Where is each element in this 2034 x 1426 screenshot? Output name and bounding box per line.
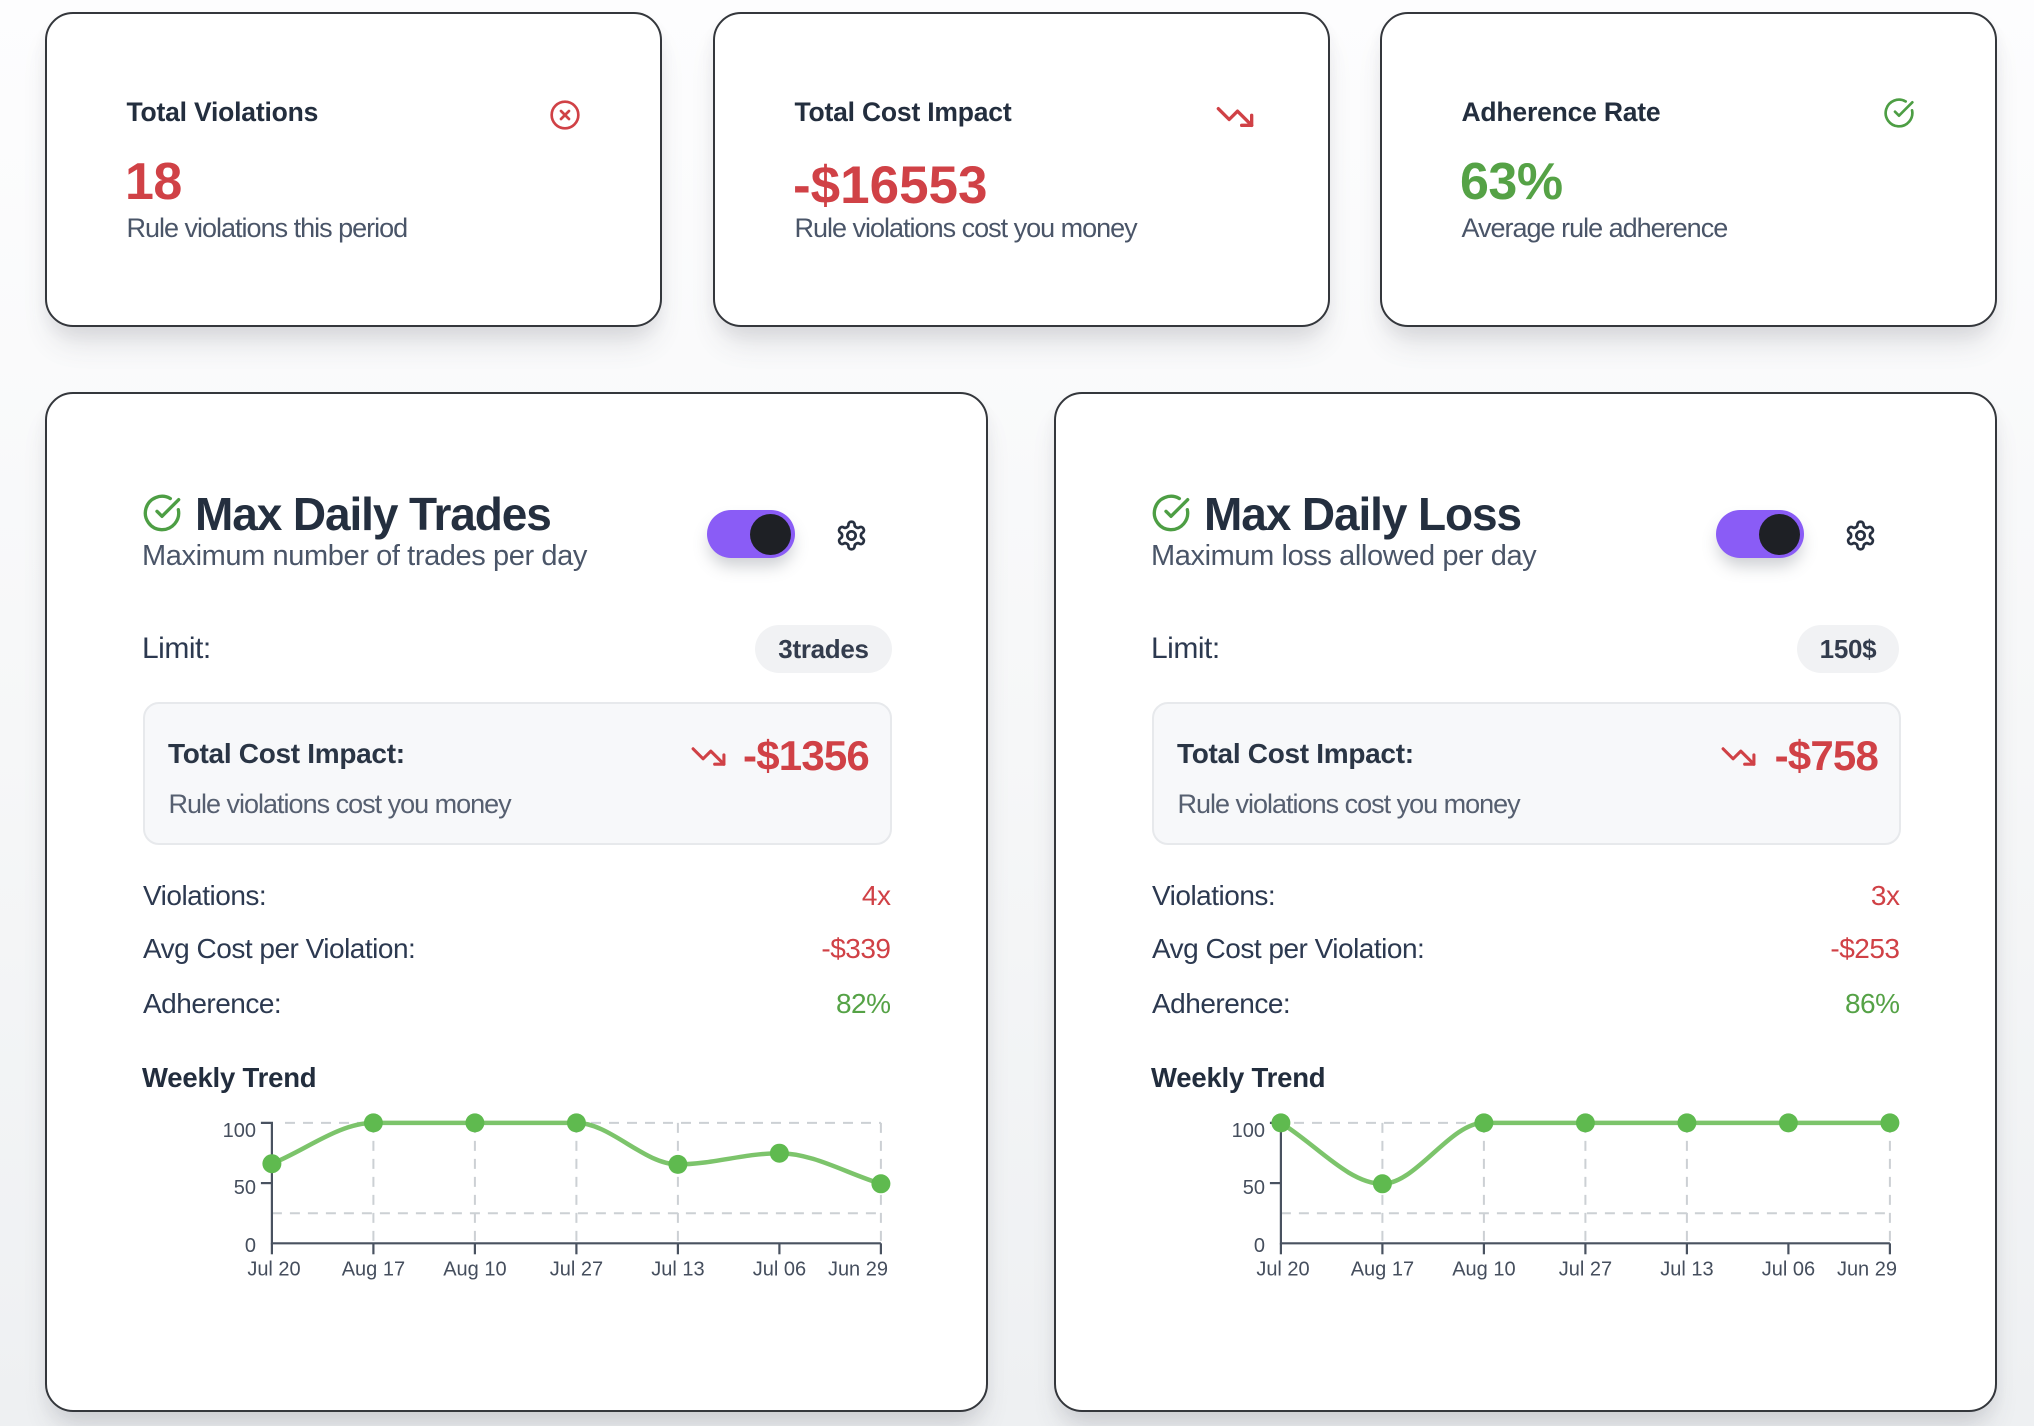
svg-text:Aug 10: Aug 10 (443, 1259, 506, 1281)
svg-text:Aug 10: Aug 10 (1452, 1259, 1515, 1281)
svg-text:Jun 29: Jun 29 (1837, 1259, 1897, 1281)
svg-text:Jul 13: Jul 13 (651, 1259, 704, 1281)
svg-text:50: 50 (1243, 1177, 1265, 1199)
svg-text:100: 100 (1232, 1120, 1265, 1142)
svg-text:Jul 20: Jul 20 (247, 1259, 300, 1281)
svg-text:Jun 29: Jun 29 (828, 1259, 888, 1281)
svg-text:Jul 06: Jul 06 (753, 1259, 806, 1281)
svg-text:Jul 06: Jul 06 (1762, 1259, 1815, 1281)
svg-text:0: 0 (245, 1235, 256, 1257)
svg-text:50: 50 (234, 1177, 256, 1199)
svg-text:Jul 20: Jul 20 (1256, 1259, 1309, 1281)
svg-text:100: 100 (223, 1120, 256, 1142)
svg-text:Aug 17: Aug 17 (1351, 1259, 1414, 1281)
svg-text:Jul 13: Jul 13 (1660, 1259, 1713, 1281)
svg-text:Aug 17: Aug 17 (342, 1259, 405, 1281)
svg-text:0: 0 (1254, 1235, 1265, 1257)
svg-text:Jul 27: Jul 27 (1559, 1259, 1612, 1281)
svg-text:Jul 27: Jul 27 (550, 1259, 603, 1281)
